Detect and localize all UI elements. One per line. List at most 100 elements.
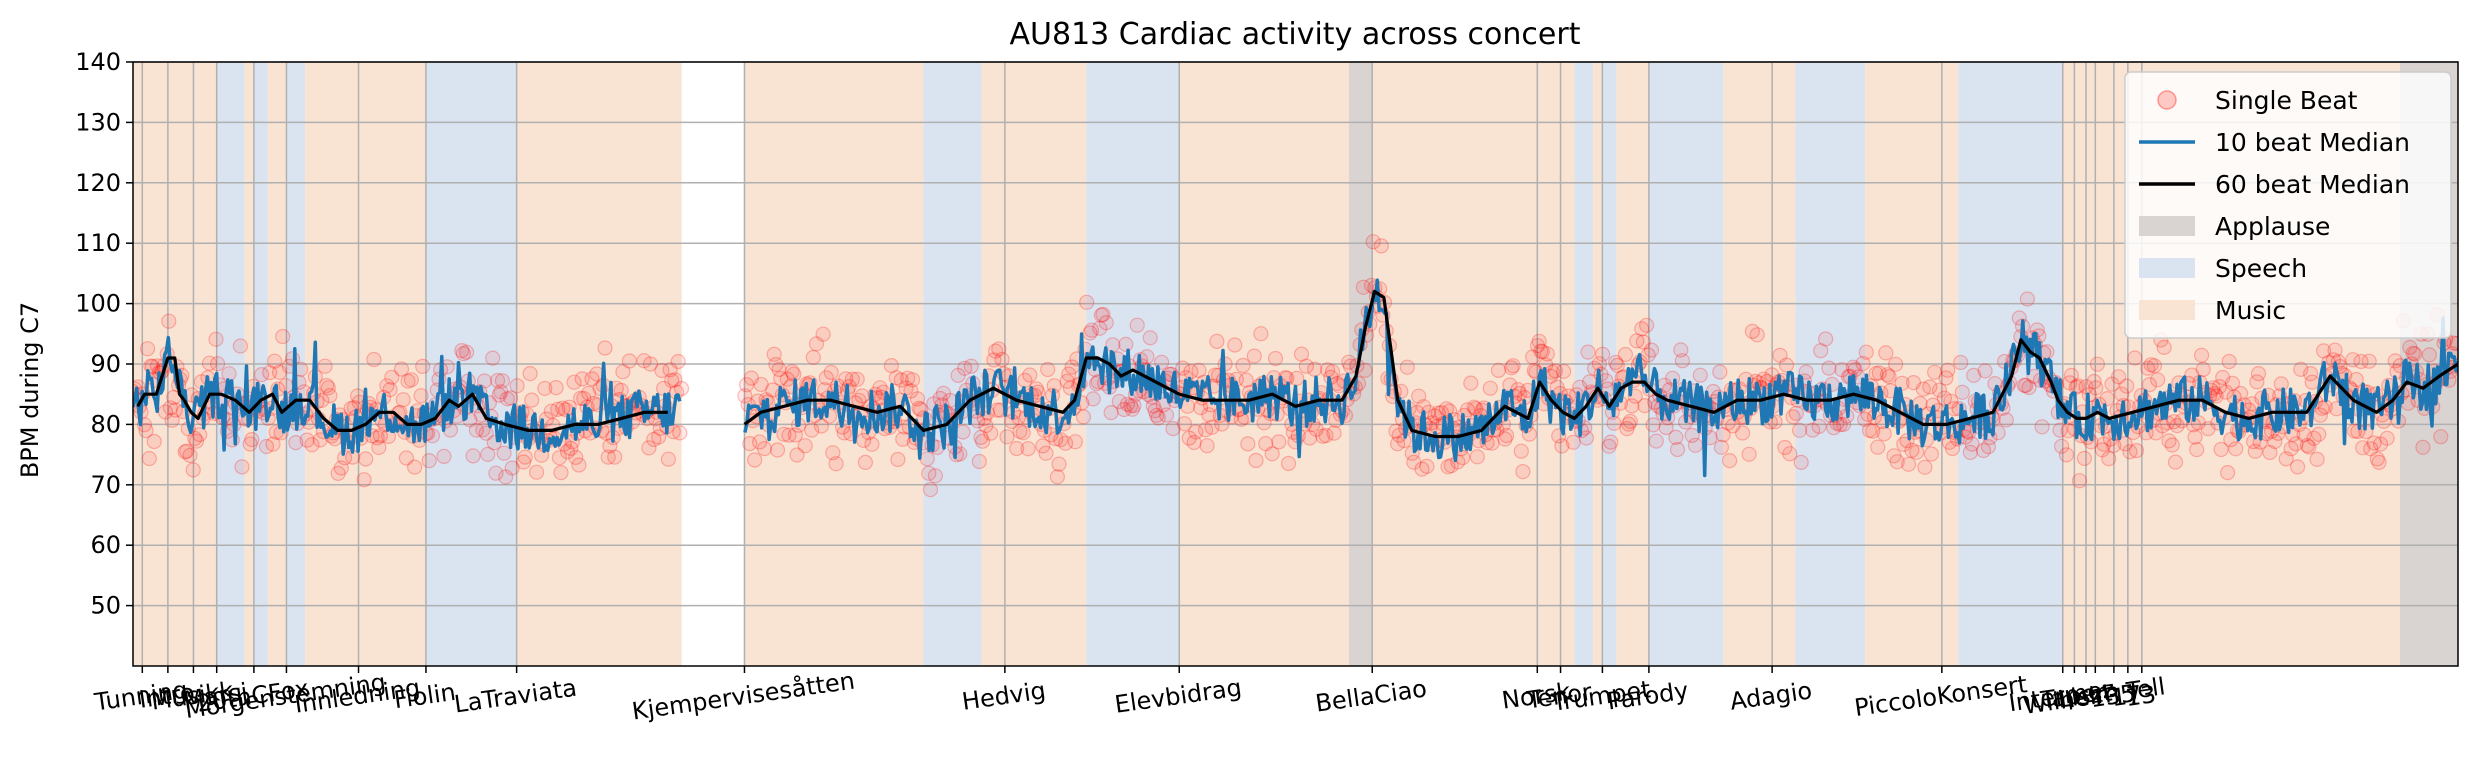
single-beat-point	[1197, 422, 1214, 438]
single-beat-point	[2189, 442, 2205, 458]
single-beat-point	[1645, 417, 1661, 433]
single-beat-point	[1637, 398, 1653, 414]
single-beat-point	[421, 453, 437, 469]
single-beat-point	[893, 372, 909, 388]
single-beat-point	[1083, 322, 1100, 338]
single-beat-point	[895, 431, 911, 447]
single-beat-point	[413, 388, 429, 404]
single-beat-point	[1484, 435, 1500, 451]
single-beat-point	[2088, 380, 2104, 396]
single-beat-point	[903, 383, 919, 399]
single-beat-point	[436, 448, 452, 464]
single-beat-point	[1513, 443, 1529, 459]
single-beat-point	[1365, 234, 1381, 250]
single-beat-point	[2449, 335, 2458, 352]
single-beat-point	[1155, 397, 1171, 413]
single-beat-point	[2407, 346, 2423, 362]
single-beat-point	[1940, 362, 1956, 378]
single-beat-point	[2019, 291, 2036, 307]
single-beat-point	[1116, 401, 1132, 418]
single-beat-point	[771, 361, 787, 378]
single-beat-point	[234, 459, 250, 475]
legend-label: Single Beat	[2215, 86, 2358, 115]
single-beat-point	[254, 367, 270, 383]
single-beat-point	[597, 340, 613, 356]
single-beat-point	[1256, 415, 1272, 431]
single-beat-point	[673, 380, 690, 397]
single-beat-point	[1414, 461, 1430, 477]
single-beat-point	[1009, 440, 1025, 457]
single-beat-point	[559, 444, 576, 460]
single-beat-point	[1741, 446, 1757, 462]
single-beat-point	[563, 440, 579, 456]
single-beat-point	[566, 374, 582, 390]
single-beat-point	[555, 400, 571, 416]
legend-label: Music	[2215, 296, 2286, 325]
single-beat-point	[660, 451, 677, 467]
single-beat-point	[571, 457, 587, 473]
single-beat-point	[1533, 343, 1549, 359]
single-beat-point	[828, 456, 844, 472]
single-beat-point	[1634, 321, 1650, 337]
single-beat-point	[2221, 353, 2237, 370]
single-beat-point	[747, 452, 763, 468]
y-axis-label: BPM during C7	[16, 302, 44, 478]
single-beat-point	[1603, 434, 1619, 450]
single-beat-point	[1430, 405, 1446, 421]
single-beat-point	[983, 425, 999, 441]
single-beat-point	[372, 428, 388, 444]
single-beat-point	[2101, 451, 2117, 467]
single-beat-point	[258, 438, 275, 455]
single-beat-point	[935, 385, 952, 401]
single-beat-point	[244, 432, 260, 448]
legend-label: 10 beat Median	[2215, 128, 2410, 157]
single-beat-point	[1712, 364, 1728, 380]
single-beat-point	[1635, 334, 1651, 350]
single-beat-point	[192, 427, 208, 443]
single-beat-point	[395, 392, 411, 408]
single-beat-point	[177, 444, 193, 460]
single-beat-point	[208, 331, 224, 347]
single-beat-point	[883, 358, 900, 374]
single-beat-point	[468, 422, 484, 438]
single-beat-point	[1022, 367, 1038, 383]
single-beat-point	[919, 451, 935, 467]
x-tick-label: Hedvig	[960, 676, 1047, 715]
single-beat-point	[2034, 419, 2050, 435]
single-beat-point	[271, 364, 288, 380]
single-beat-point	[2071, 473, 2088, 489]
single-beat-point	[371, 439, 387, 456]
single-beat-point	[769, 442, 786, 458]
single-beat-point	[978, 418, 994, 434]
single-beat-point	[1061, 366, 1077, 382]
single-beat-point	[187, 430, 203, 446]
single-beat-point	[393, 361, 410, 377]
single-beat-point	[955, 424, 971, 440]
single-beat-point	[776, 426, 792, 442]
single-beat-point	[646, 431, 662, 447]
single-beat-point	[849, 371, 865, 387]
single-beat-point	[1954, 384, 1970, 400]
single-beat-point	[991, 341, 1007, 357]
single-beat-point	[1049, 469, 1066, 485]
single-beat-point	[766, 346, 782, 362]
single-beat-point	[815, 326, 831, 342]
single-beat-point	[476, 373, 493, 389]
single-beat-point	[1204, 419, 1220, 435]
single-beat-point	[424, 428, 441, 444]
single-beat-point	[550, 401, 566, 417]
single-beat-point	[1199, 438, 1215, 454]
single-beat-point	[1326, 425, 1342, 441]
single-beat-point	[1638, 317, 1655, 333]
single-beat-point	[768, 356, 784, 373]
single-beat-point	[1619, 421, 1635, 437]
single-beat-point	[1051, 456, 1067, 472]
single-beat-point	[2250, 366, 2267, 382]
single-beat-point	[927, 468, 944, 484]
single-beat-point	[911, 400, 927, 416]
single-beat-point	[1534, 344, 1551, 360]
single-beat-point	[299, 432, 315, 448]
single-beat-point	[167, 402, 183, 418]
single-beat-point	[2273, 376, 2289, 392]
single-beat-point	[664, 373, 680, 389]
